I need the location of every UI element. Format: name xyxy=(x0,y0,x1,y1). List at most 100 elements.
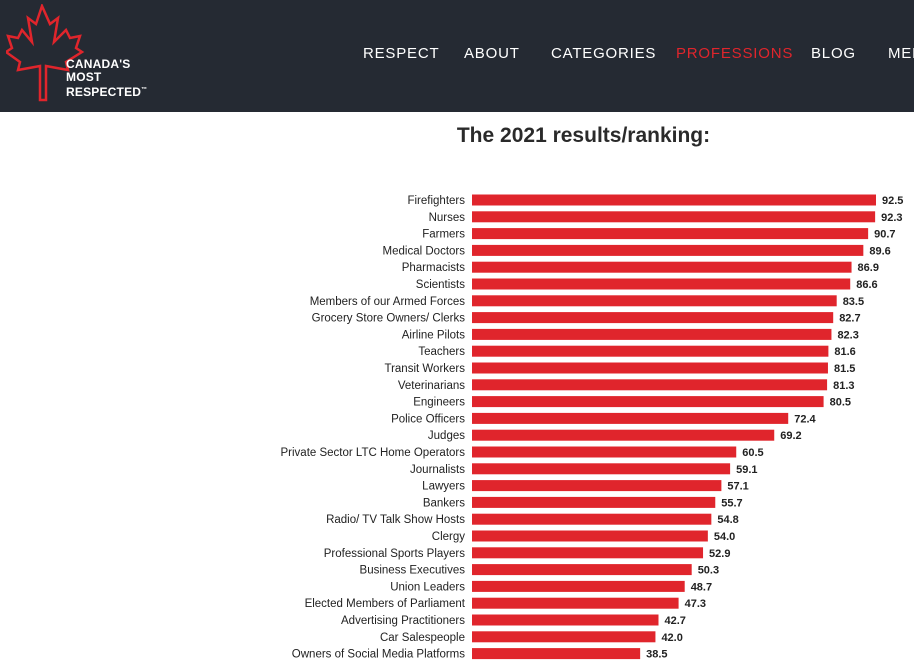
bar xyxy=(472,228,869,240)
bar xyxy=(472,261,852,273)
bar xyxy=(472,412,789,424)
value-label: 90.7 xyxy=(874,229,895,241)
value-label: 72.4 xyxy=(794,413,816,425)
value-label: 52.9 xyxy=(709,548,730,560)
category-label: Lawyers xyxy=(422,481,465,493)
value-label: 48.7 xyxy=(691,581,712,593)
bar xyxy=(472,530,708,542)
value-label: 54.0 xyxy=(714,531,735,543)
category-label: Elected Members of Parliament xyxy=(305,598,466,610)
value-label: 81.6 xyxy=(834,346,855,358)
value-label: 92.5 xyxy=(882,195,903,207)
bar xyxy=(472,463,731,475)
value-label: 80.5 xyxy=(830,397,851,409)
category-label: Journalists xyxy=(410,464,465,476)
category-label: Firefighters xyxy=(407,195,465,207)
category-label: Members of our Armed Forces xyxy=(310,296,466,308)
category-label: Advertising Practitioners xyxy=(341,615,465,627)
category-label: Clergy xyxy=(432,531,465,543)
value-label: 42.7 xyxy=(664,615,685,627)
value-label: 57.1 xyxy=(727,481,748,493)
bar xyxy=(472,446,737,458)
category-label: Pharmacists xyxy=(402,262,466,274)
bar xyxy=(472,480,722,492)
nav-item-respect[interactable]: RESPECT xyxy=(363,45,440,62)
nav-item-professions[interactable]: PROFESSIONS xyxy=(676,45,794,62)
category-label: Farmers xyxy=(422,229,465,241)
value-label: 47.3 xyxy=(685,598,706,610)
bar xyxy=(472,580,685,592)
bar xyxy=(472,362,828,374)
value-label: 86.6 xyxy=(856,279,877,291)
nav-item-categories[interactable]: CATEGORIES xyxy=(551,45,657,62)
brand-line-1: CANADA'S xyxy=(66,57,131,71)
category-label: Union Leaders xyxy=(390,581,465,593)
category-label: Transit Workers xyxy=(384,363,465,375)
bar xyxy=(472,564,692,576)
page-title: The 2021 results/ranking: xyxy=(456,124,711,147)
category-label: Airline Pilots xyxy=(402,329,466,341)
nav-item-media[interactable]: MED xyxy=(888,45,914,62)
category-label: Medical Doctors xyxy=(383,245,466,257)
value-label: 60.5 xyxy=(742,447,763,459)
category-label: Teachers xyxy=(418,346,465,358)
category-label: Nurses xyxy=(429,212,466,224)
bar xyxy=(472,194,876,206)
category-label: Professional Sports Players xyxy=(324,548,466,560)
brand-wordmark: CANADA'S MOST RESPECTED™ xyxy=(66,58,147,99)
value-label: 55.7 xyxy=(721,497,742,509)
brand-logo[interactable]: CANADA'S MOST RESPECTED™ xyxy=(6,4,147,104)
category-label: Veterinarians xyxy=(398,380,465,392)
bar xyxy=(472,278,851,290)
bar xyxy=(472,631,656,643)
category-label: Judges xyxy=(428,430,465,442)
brand-line-2: MOST xyxy=(66,70,102,84)
category-label: Engineers xyxy=(413,397,465,409)
bar xyxy=(472,396,824,408)
category-label: Car Salespeople xyxy=(380,632,465,644)
value-label: 92.3 xyxy=(881,212,902,224)
category-label: Private Sector LTC Home Operators xyxy=(281,447,466,459)
category-label: Grocery Store Owners/ Clerks xyxy=(312,313,466,325)
rankings-bar-chart: Firefighters 92.5 Nurses 92.3 Farmers 90.7 Med… xyxy=(281,194,903,661)
category-label: Radio/ TV Talk Show Hosts xyxy=(326,514,465,526)
bar xyxy=(472,328,832,340)
maple-leaf-icon xyxy=(6,4,85,102)
value-label: 82.7 xyxy=(839,313,860,325)
bar xyxy=(472,648,641,660)
bar xyxy=(472,547,704,559)
value-label: 54.8 xyxy=(717,514,738,526)
bar xyxy=(472,429,775,441)
brand-line-3: RESPECTED™ xyxy=(66,85,148,99)
value-label: 81.3 xyxy=(833,380,854,392)
category-label: Scientists xyxy=(416,279,465,291)
bar xyxy=(472,597,679,609)
bar xyxy=(472,312,834,324)
category-label: Bankers xyxy=(423,497,465,509)
value-label: 81.5 xyxy=(834,363,855,375)
value-label: 59.1 xyxy=(736,464,757,476)
bar xyxy=(472,379,828,391)
bar xyxy=(472,295,837,307)
bar xyxy=(472,614,659,626)
value-label: 82.3 xyxy=(837,329,858,341)
value-label: 89.6 xyxy=(869,245,890,257)
bar xyxy=(472,211,876,223)
bar xyxy=(472,513,712,525)
nav-item-about[interactable]: ABOUT xyxy=(464,45,520,62)
main-nav: RESPECT ABOUT CATEGORIES PROFESSIONS BLO… xyxy=(0,0,914,112)
bar xyxy=(472,496,716,508)
bar xyxy=(472,244,864,256)
value-label: 38.5 xyxy=(646,649,667,661)
category-label: Business Executives xyxy=(360,565,466,577)
bar xyxy=(472,345,829,357)
nav-item-blog[interactable]: BLOG xyxy=(811,45,856,62)
category-label: Owners of Social Media Platforms xyxy=(292,649,465,661)
top-navbar: CANADA'S MOST RESPECTED™ RESPECT ABOUT C… xyxy=(0,0,914,112)
value-label: 83.5 xyxy=(843,296,864,308)
value-label: 42.0 xyxy=(661,632,682,644)
value-label: 50.3 xyxy=(698,565,719,577)
value-label: 86.9 xyxy=(858,262,879,274)
value-label: 69.2 xyxy=(780,430,801,442)
category-label: Police Officers xyxy=(391,413,465,425)
